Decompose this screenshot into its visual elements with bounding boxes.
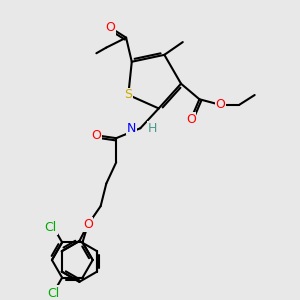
Text: N: N — [127, 122, 136, 135]
Text: S: S — [124, 88, 132, 101]
Text: Cl: Cl — [47, 287, 60, 300]
Text: O: O — [216, 98, 226, 111]
Text: O: O — [186, 112, 196, 126]
Text: H: H — [147, 122, 157, 135]
Text: Cl: Cl — [45, 221, 57, 234]
Text: O: O — [106, 21, 116, 34]
Text: O: O — [92, 129, 101, 142]
Text: O: O — [83, 218, 93, 231]
